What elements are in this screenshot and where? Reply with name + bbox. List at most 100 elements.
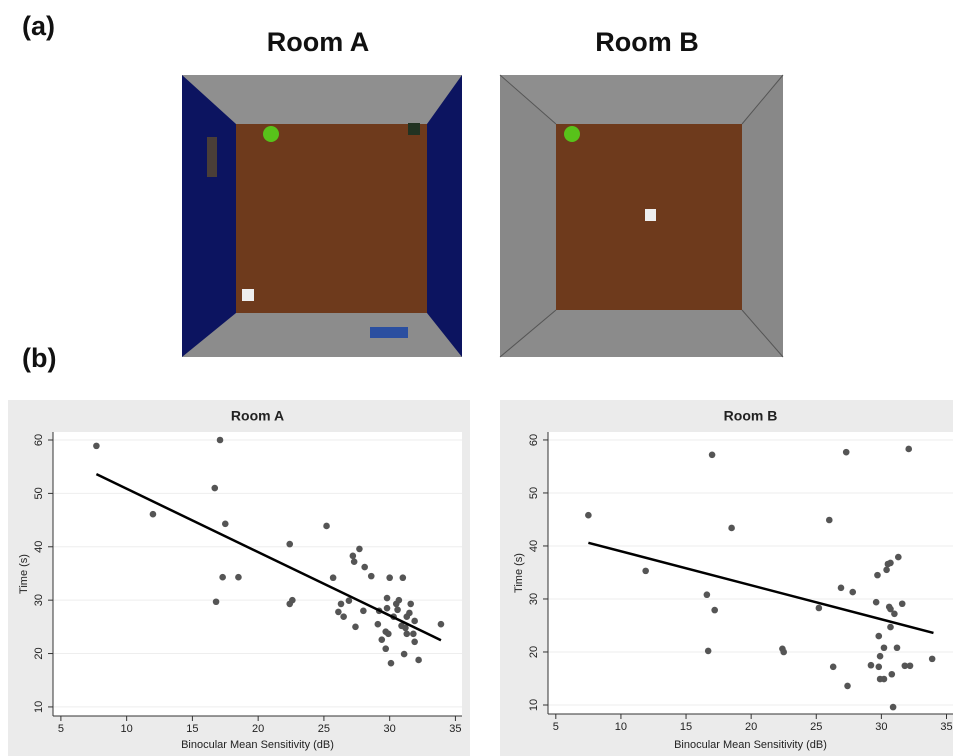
data-point [410, 630, 417, 638]
data-point [361, 563, 368, 571]
panel-label: (a) [22, 11, 55, 41]
y-tick-label: 40 [528, 540, 540, 552]
chart-title: Room B [724, 408, 778, 424]
x-tick-label: 10 [615, 721, 627, 733]
y-tick-label: 20 [528, 646, 540, 658]
y-tick-label: 20 [33, 647, 45, 659]
room-title: Room A [267, 27, 370, 57]
data-point [402, 624, 409, 632]
data-point [323, 522, 330, 530]
data-point [403, 630, 411, 638]
data-point [235, 573, 242, 581]
y-axis-label: Time (s) [18, 554, 30, 594]
y-axis-label: Time (s) [513, 553, 525, 593]
data-point [780, 648, 788, 656]
data-point [383, 604, 391, 612]
y-tick-label: 60 [33, 434, 45, 446]
data-point [345, 597, 353, 604]
data-point [888, 670, 896, 678]
data-point [406, 609, 413, 617]
data-point [891, 610, 898, 618]
data-point [893, 644, 901, 652]
x-tick-label: 25 [318, 723, 330, 735]
y-tick-label: 30 [528, 593, 540, 605]
x-tick-label: 25 [810, 721, 822, 733]
room-b-image [499, 74, 784, 358]
data-point [898, 600, 906, 608]
data-point [219, 573, 226, 581]
data-point [360, 607, 367, 615]
data-point [437, 620, 445, 628]
data-point [399, 574, 407, 582]
data-point [395, 596, 403, 604]
chart-title: Room A [231, 408, 284, 424]
data-point [407, 600, 415, 608]
x-tick-label: 35 [449, 723, 461, 735]
data-point [876, 652, 884, 660]
data-point [867, 661, 875, 669]
data-point [883, 566, 890, 574]
data-point [887, 559, 894, 567]
data-point [849, 588, 857, 596]
data-point [875, 663, 883, 671]
data-point [704, 647, 712, 655]
data-point [385, 630, 392, 638]
x-tick-label: 10 [121, 723, 133, 735]
data-point [329, 574, 337, 582]
data-point [728, 524, 735, 532]
data-point [837, 584, 845, 592]
data-point [815, 604, 823, 612]
data-point [874, 571, 881, 579]
data-point [378, 636, 386, 643]
data-point [394, 606, 401, 614]
room-a-image [182, 75, 462, 357]
data-point [906, 662, 914, 670]
data-point [356, 545, 363, 553]
plot-area [53, 432, 462, 716]
data-point [905, 445, 913, 453]
x-tick-label: 20 [745, 721, 757, 733]
data-point [887, 623, 894, 631]
x-tick-label: 5 [58, 723, 64, 735]
data-point [415, 656, 422, 664]
data-point [387, 659, 395, 667]
data-point [286, 540, 294, 548]
data-point [703, 591, 711, 599]
data-point [928, 655, 936, 663]
data-point [844, 682, 851, 690]
data-point [895, 553, 902, 561]
x-tick-label: 35 [940, 721, 952, 733]
fit-line [588, 541, 934, 635]
data-point [349, 552, 357, 560]
data-point [880, 675, 888, 683]
data-point [642, 567, 649, 575]
data-point [400, 650, 408, 658]
data-point [711, 606, 718, 614]
data-point [211, 484, 219, 492]
data-point [367, 572, 375, 580]
data-point [829, 663, 837, 671]
x-tick-label: 30 [384, 723, 396, 735]
data-point [93, 442, 100, 450]
plot-area [548, 432, 953, 714]
x-tick-label: 30 [875, 721, 887, 733]
data-point [337, 600, 345, 608]
data-point [374, 620, 382, 628]
data-point [386, 574, 393, 582]
data-point [335, 608, 342, 616]
room-title: Room B [595, 27, 699, 57]
x-tick-label: 5 [553, 721, 559, 733]
data-point [149, 510, 157, 518]
data-point [340, 613, 347, 621]
y-tick-label: 50 [33, 487, 45, 499]
x-tick-label: 20 [252, 723, 264, 735]
y-tick-label: 10 [33, 701, 45, 713]
panel-label: (b) [22, 343, 56, 373]
data-point [212, 598, 220, 606]
data-point [382, 645, 390, 653]
y-tick-label: 10 [528, 699, 540, 711]
data-point [842, 448, 850, 456]
data-point [289, 596, 296, 604]
data-point [411, 617, 418, 625]
